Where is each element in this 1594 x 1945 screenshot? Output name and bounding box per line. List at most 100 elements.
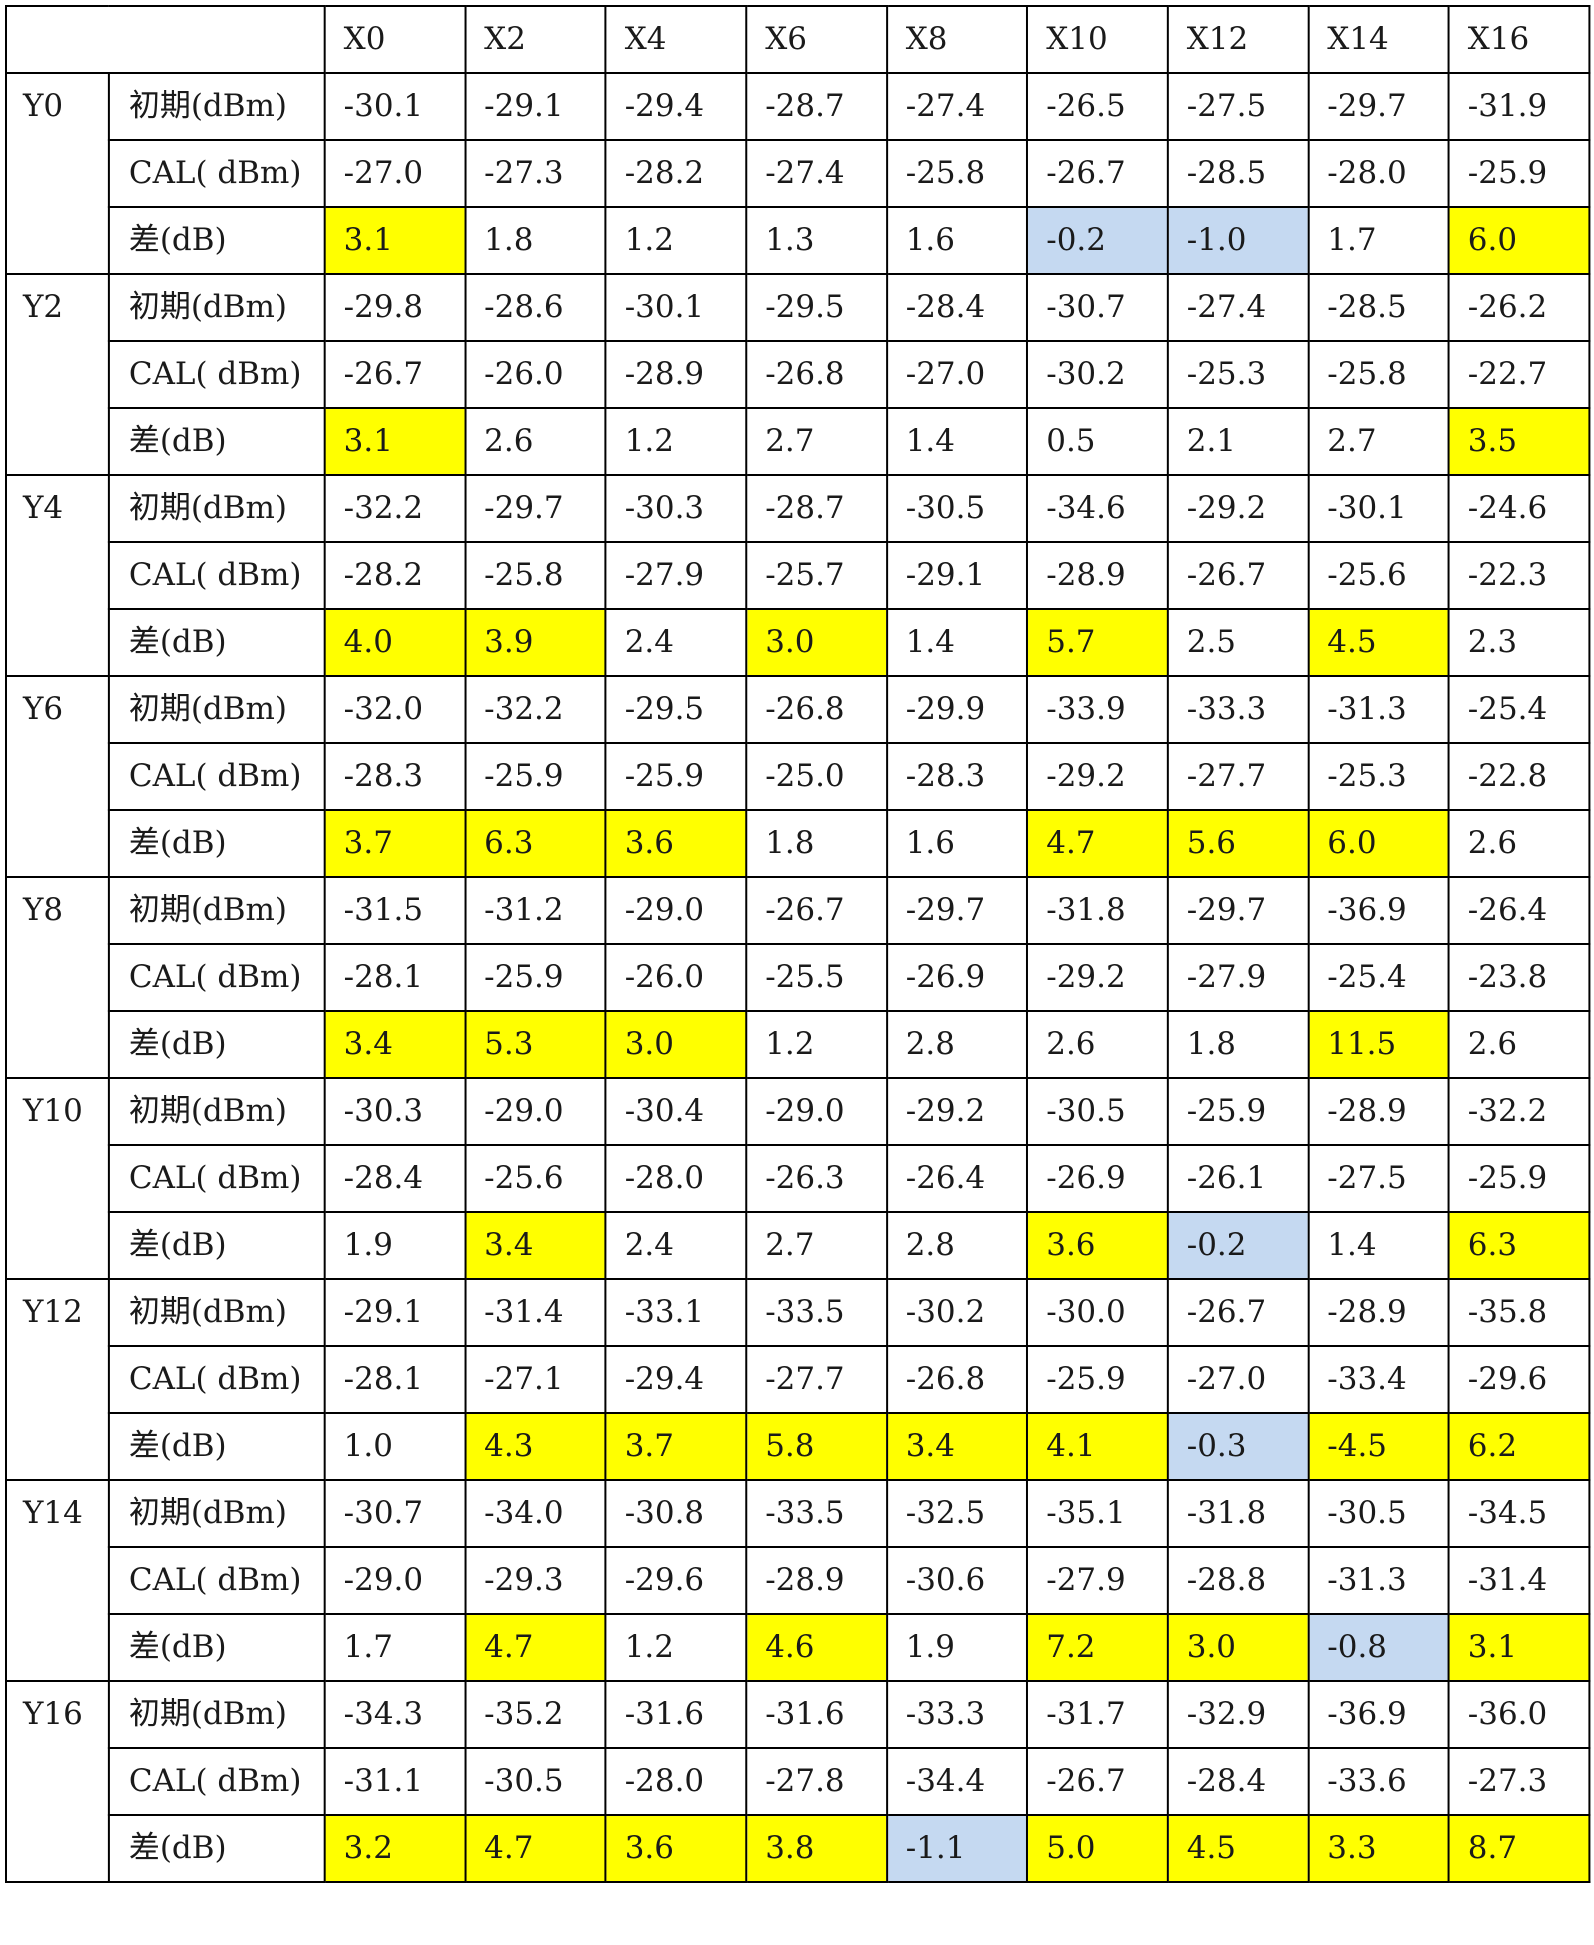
value-cell: 6.2: [1447, 1412, 1591, 1481]
value-cell: -25.4: [1447, 675, 1591, 744]
value-cell: -27.7: [1166, 742, 1310, 811]
value-cell: -26.3: [745, 1144, 888, 1213]
value-cell: -29.7: [885, 876, 1029, 945]
value-cell: -26.7: [1026, 139, 1169, 208]
value-cell: -31.4: [464, 1278, 607, 1347]
cal-row: CAL( dBm) -28.4 -25.6 -28.0 -26.3 -26.4 -26.9-…: [6, 1144, 1591, 1213]
value-cell: 5.0: [1026, 1814, 1169, 1883]
value-cell: -32.9: [1166, 1680, 1310, 1749]
value-cell: -32.2: [464, 675, 607, 744]
value-cell: 1.4: [885, 608, 1029, 677]
value-cell: -25.9: [1166, 1077, 1310, 1146]
row-group-label: Y4: [5, 474, 110, 677]
value-cell: -32.2: [1447, 1077, 1591, 1146]
value-cell: 1.2: [604, 1613, 748, 1682]
value-cell: -26.7: [745, 876, 888, 945]
row-group-label: Y6: [5, 675, 110, 878]
row-label: CAL( dBm): [107, 139, 326, 208]
initial-row: Y12 初期(dBm) -29.1 -31.4 -33.1 -33.5 -30.2 -30.0…: [5, 1278, 1591, 1481]
value-cell: 3.1: [323, 407, 467, 476]
row-label: 初期(dBm): [107, 1278, 326, 1347]
value-cell: 2.4: [604, 608, 748, 677]
value-cell: -35.1: [1026, 1479, 1169, 1548]
value-cell: -28.1: [323, 943, 467, 1012]
measurement-table: X0 X2 X4 X6 X8 X10 X12 X14 X16 Y0 初期(dBm)…: [5, 5, 1591, 1883]
corner-cell: [5, 5, 326, 74]
value-cell: -30.5: [1026, 1077, 1169, 1146]
value-cell: -26.7: [1166, 541, 1310, 610]
value-cell: -27.4: [885, 72, 1029, 141]
cal-row: CAL( dBm) -28.2 -25.8 -27.9 -25.7 -29.1 -28.9-…: [6, 541, 1591, 610]
value-cell: 1.2: [604, 407, 748, 476]
value-cell: 2.4: [604, 1211, 748, 1280]
value-cell: -25.9: [464, 943, 607, 1012]
value-cell: -26.8: [745, 675, 888, 744]
value-cell: -31.6: [745, 1680, 888, 1749]
value-cell: -27.8: [745, 1747, 888, 1816]
value-cell: -26.7: [323, 340, 467, 409]
value-cell: -25.9: [604, 742, 748, 811]
row-label: 初期(dBm): [107, 72, 326, 141]
value-cell: -30.7: [323, 1479, 467, 1548]
value-cell: -28.3: [323, 742, 467, 811]
value-cell: -34.6: [1026, 474, 1169, 543]
value-cell: 2.5: [1166, 608, 1310, 677]
value-cell: -29.2: [1026, 742, 1169, 811]
value-cell: -29.1: [323, 1278, 467, 1347]
value-cell: -27.9: [604, 541, 748, 610]
value-cell: -30.3: [604, 474, 748, 543]
value-cell: 3.4: [464, 1211, 607, 1280]
cal-row: CAL( dBm) -27.0 -27.3 -28.2 -27.4 -25.8 -26.7-…: [6, 139, 1591, 208]
value-cell: 2.1: [1166, 407, 1310, 476]
value-cell: 5.8: [745, 1412, 888, 1481]
diff-row: 差(dB) 1.0 4.3 3.7 5.8 3.4 4.1 -0.3 -4.5 6.2: [6, 1412, 1591, 1481]
value-cell: -27.0: [323, 139, 467, 208]
value-cell: -28.0: [604, 1144, 748, 1213]
value-cell: -28.8: [1166, 1546, 1310, 1615]
row-group-label: Y12: [5, 1278, 110, 1481]
value-cell: 4.7: [464, 1814, 607, 1883]
value-cell: -27.4: [1166, 273, 1310, 342]
value-cell: 3.5: [1447, 407, 1591, 476]
row-label: 初期(dBm): [107, 675, 326, 744]
value-cell: 3.0: [1166, 1613, 1310, 1682]
row-label: 初期(dBm): [107, 1479, 326, 1548]
row-label: CAL( dBm): [107, 541, 326, 610]
value-cell: 2.6: [1026, 1010, 1169, 1079]
value-cell: -33.3: [885, 1680, 1029, 1749]
table-body: X0 X2 X4 X6 X8 X10 X12 X14 X16 Y0 初期(dBm)…: [5, 5, 1591, 1883]
value-cell: -36.9: [1307, 876, 1450, 945]
diff-row: 差(dB) 3.1 2.6 1.2 2.7 1.4 0.5 2.1 2.7 3.5: [6, 407, 1591, 476]
value-cell: 3.2: [323, 1814, 467, 1883]
value-cell: 1.4: [1307, 1211, 1450, 1280]
initial-row: Y8 初期(dBm) -31.5 -31.2 -29.0 -26.7 -29.7 -31.8-…: [5, 876, 1591, 1079]
value-cell: -31.7: [1026, 1680, 1169, 1749]
initial-row: Y0 初期(dBm) -30.1 -29.1 -29.4 -28.7 -27.4 -26.5-…: [5, 72, 1591, 275]
value-cell: -28.9: [1307, 1278, 1450, 1347]
row-label: 差(dB): [107, 206, 326, 275]
value-cell: -28.5: [1166, 139, 1310, 208]
value-cell: 1.8: [745, 809, 888, 878]
value-cell: -34.3: [323, 1680, 467, 1749]
row-label: 初期(dBm): [107, 876, 326, 945]
value-cell: -30.2: [1026, 340, 1169, 409]
value-cell: 11.5: [1307, 1010, 1450, 1079]
value-cell: -32.5: [885, 1479, 1029, 1548]
value-cell: -29.0: [604, 876, 748, 945]
value-cell: -35.2: [464, 1680, 607, 1749]
initial-row: Y2 初期(dBm) -29.8 -28.6 -30.1 -29.5 -28.4 -30.7-…: [5, 273, 1591, 476]
value-cell: -27.0: [885, 340, 1029, 409]
column-header: X10: [1026, 5, 1169, 74]
value-cell: 2.6: [1447, 809, 1591, 878]
header-row: X0 X2 X4 X6 X8 X10 X12 X14 X16: [5, 5, 1591, 74]
value-cell: -33.5: [745, 1479, 888, 1548]
value-cell: -25.3: [1307, 742, 1450, 811]
value-cell: -34.5: [1447, 1479, 1591, 1548]
value-cell: -26.5: [1026, 72, 1169, 141]
value-cell: -29.5: [604, 675, 748, 744]
value-cell: -28.9: [1307, 1077, 1450, 1146]
value-cell: 4.7: [1026, 809, 1169, 878]
column-header: X16: [1447, 5, 1591, 74]
value-cell: -29.0: [464, 1077, 607, 1146]
value-cell: 1.0: [323, 1412, 467, 1481]
